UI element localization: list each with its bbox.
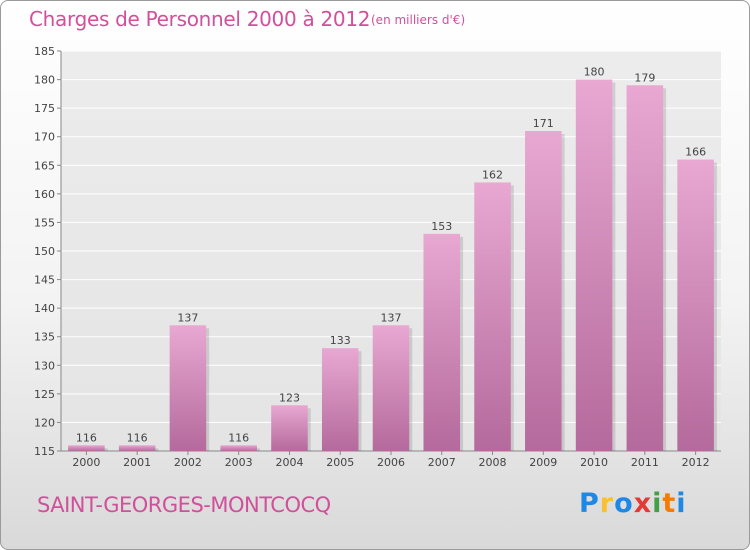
y-tick-label: 180 <box>34 74 55 87</box>
y-tick-label: 160 <box>34 188 55 201</box>
y-tick-label: 125 <box>34 388 55 401</box>
bar <box>626 85 664 452</box>
logo-letter: o <box>614 488 634 519</box>
y-tick-label: 115 <box>34 445 55 458</box>
chart-unit-note: (en milliers d'€) <box>371 13 466 27</box>
bar-value-label: 166 <box>685 146 706 159</box>
logo-letter: i <box>676 488 687 519</box>
chart-title: Charges de Personnel 2000 à 2012 <box>29 7 371 31</box>
bar-value-label: 133 <box>330 334 351 347</box>
logo-letter: r <box>599 488 615 519</box>
bar-value-label: 116 <box>76 431 97 444</box>
y-tick-label: 175 <box>34 102 55 115</box>
bar-value-label: 137 <box>177 311 198 324</box>
x-tick-label: 2004 <box>275 456 303 469</box>
bar-value-label: 116 <box>228 431 249 444</box>
bar-value-label: 179 <box>634 71 655 84</box>
bar <box>372 325 410 451</box>
y-tick-label: 145 <box>34 274 55 287</box>
y-tick-label: 135 <box>34 331 55 344</box>
y-tick-label: 150 <box>34 245 55 258</box>
bar <box>423 233 461 451</box>
x-tick-label: 2012 <box>682 456 710 469</box>
bar-value-label: 153 <box>431 220 452 233</box>
logo-letter: x <box>633 488 653 519</box>
x-tick-label: 2005 <box>326 456 354 469</box>
bar-value-label: 123 <box>279 391 300 404</box>
y-tick-label: 170 <box>34 131 55 144</box>
y-tick-label: 165 <box>34 159 55 172</box>
bar <box>271 405 308 451</box>
bar <box>677 159 714 452</box>
bar <box>525 131 562 451</box>
bar <box>118 445 156 451</box>
bar-value-label: 116 <box>127 431 148 444</box>
x-tick-label: 2003 <box>225 456 253 469</box>
bar <box>575 79 613 452</box>
x-tick-label: 2011 <box>631 456 659 469</box>
y-tick-label: 140 <box>34 302 55 315</box>
x-tick-label: 2001 <box>123 456 151 469</box>
logo-letter: t <box>662 488 677 519</box>
x-tick-label: 2008 <box>479 456 507 469</box>
x-tick-label: 2009 <box>529 456 557 469</box>
proxiti-logo: Proxiti <box>579 488 687 519</box>
bar-value-label: 137 <box>381 311 402 324</box>
bar-value-label: 171 <box>533 117 554 130</box>
bar <box>68 445 105 451</box>
bar <box>169 325 207 451</box>
bar <box>321 348 359 451</box>
bar <box>474 182 511 451</box>
x-tick-label: 2010 <box>580 456 608 469</box>
bar <box>220 445 257 451</box>
x-tick-label: 2007 <box>428 456 456 469</box>
x-tick-label: 2000 <box>72 456 100 469</box>
logo-letter: P <box>579 488 600 519</box>
commune-name: SAINT-GEORGES-MONTCOCQ <box>37 493 331 517</box>
bar-value-label: 162 <box>482 168 503 181</box>
logo-letter: i <box>652 488 663 519</box>
y-tick-label: 120 <box>34 416 55 429</box>
y-tick-label: 155 <box>34 216 55 229</box>
y-tick-label: 185 <box>34 45 55 58</box>
x-tick-label: 2002 <box>174 456 202 469</box>
y-tick-label: 130 <box>34 359 55 372</box>
bar-value-label: 180 <box>584 66 605 79</box>
x-tick-label: 2006 <box>377 456 405 469</box>
